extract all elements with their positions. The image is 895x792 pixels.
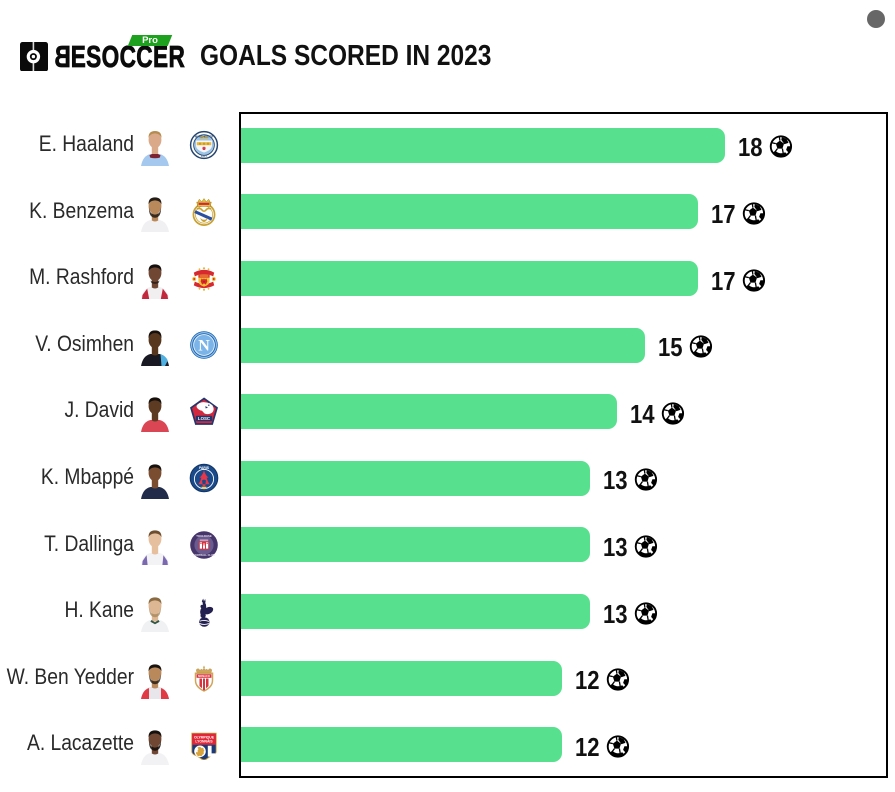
svg-text:MANCHESTER: MANCHESTER xyxy=(194,135,212,139)
svg-text:FOOTBALL CLUB: FOOTBALL CLUB xyxy=(193,554,214,557)
svg-text:N: N xyxy=(198,338,210,355)
svg-text:MONACO: MONACO xyxy=(198,674,210,678)
svg-text:CITY: CITY xyxy=(201,154,207,158)
svg-text:OLYMPIQUE: OLYMPIQUE xyxy=(193,735,214,739)
svg-text:LOSC: LOSC xyxy=(197,416,210,421)
svg-text:TOULOUSE: TOULOUSE xyxy=(196,534,212,538)
svg-text:PARIS: PARIS xyxy=(198,466,209,470)
svg-text:LYONNAIS: LYONNAIS xyxy=(195,739,213,743)
